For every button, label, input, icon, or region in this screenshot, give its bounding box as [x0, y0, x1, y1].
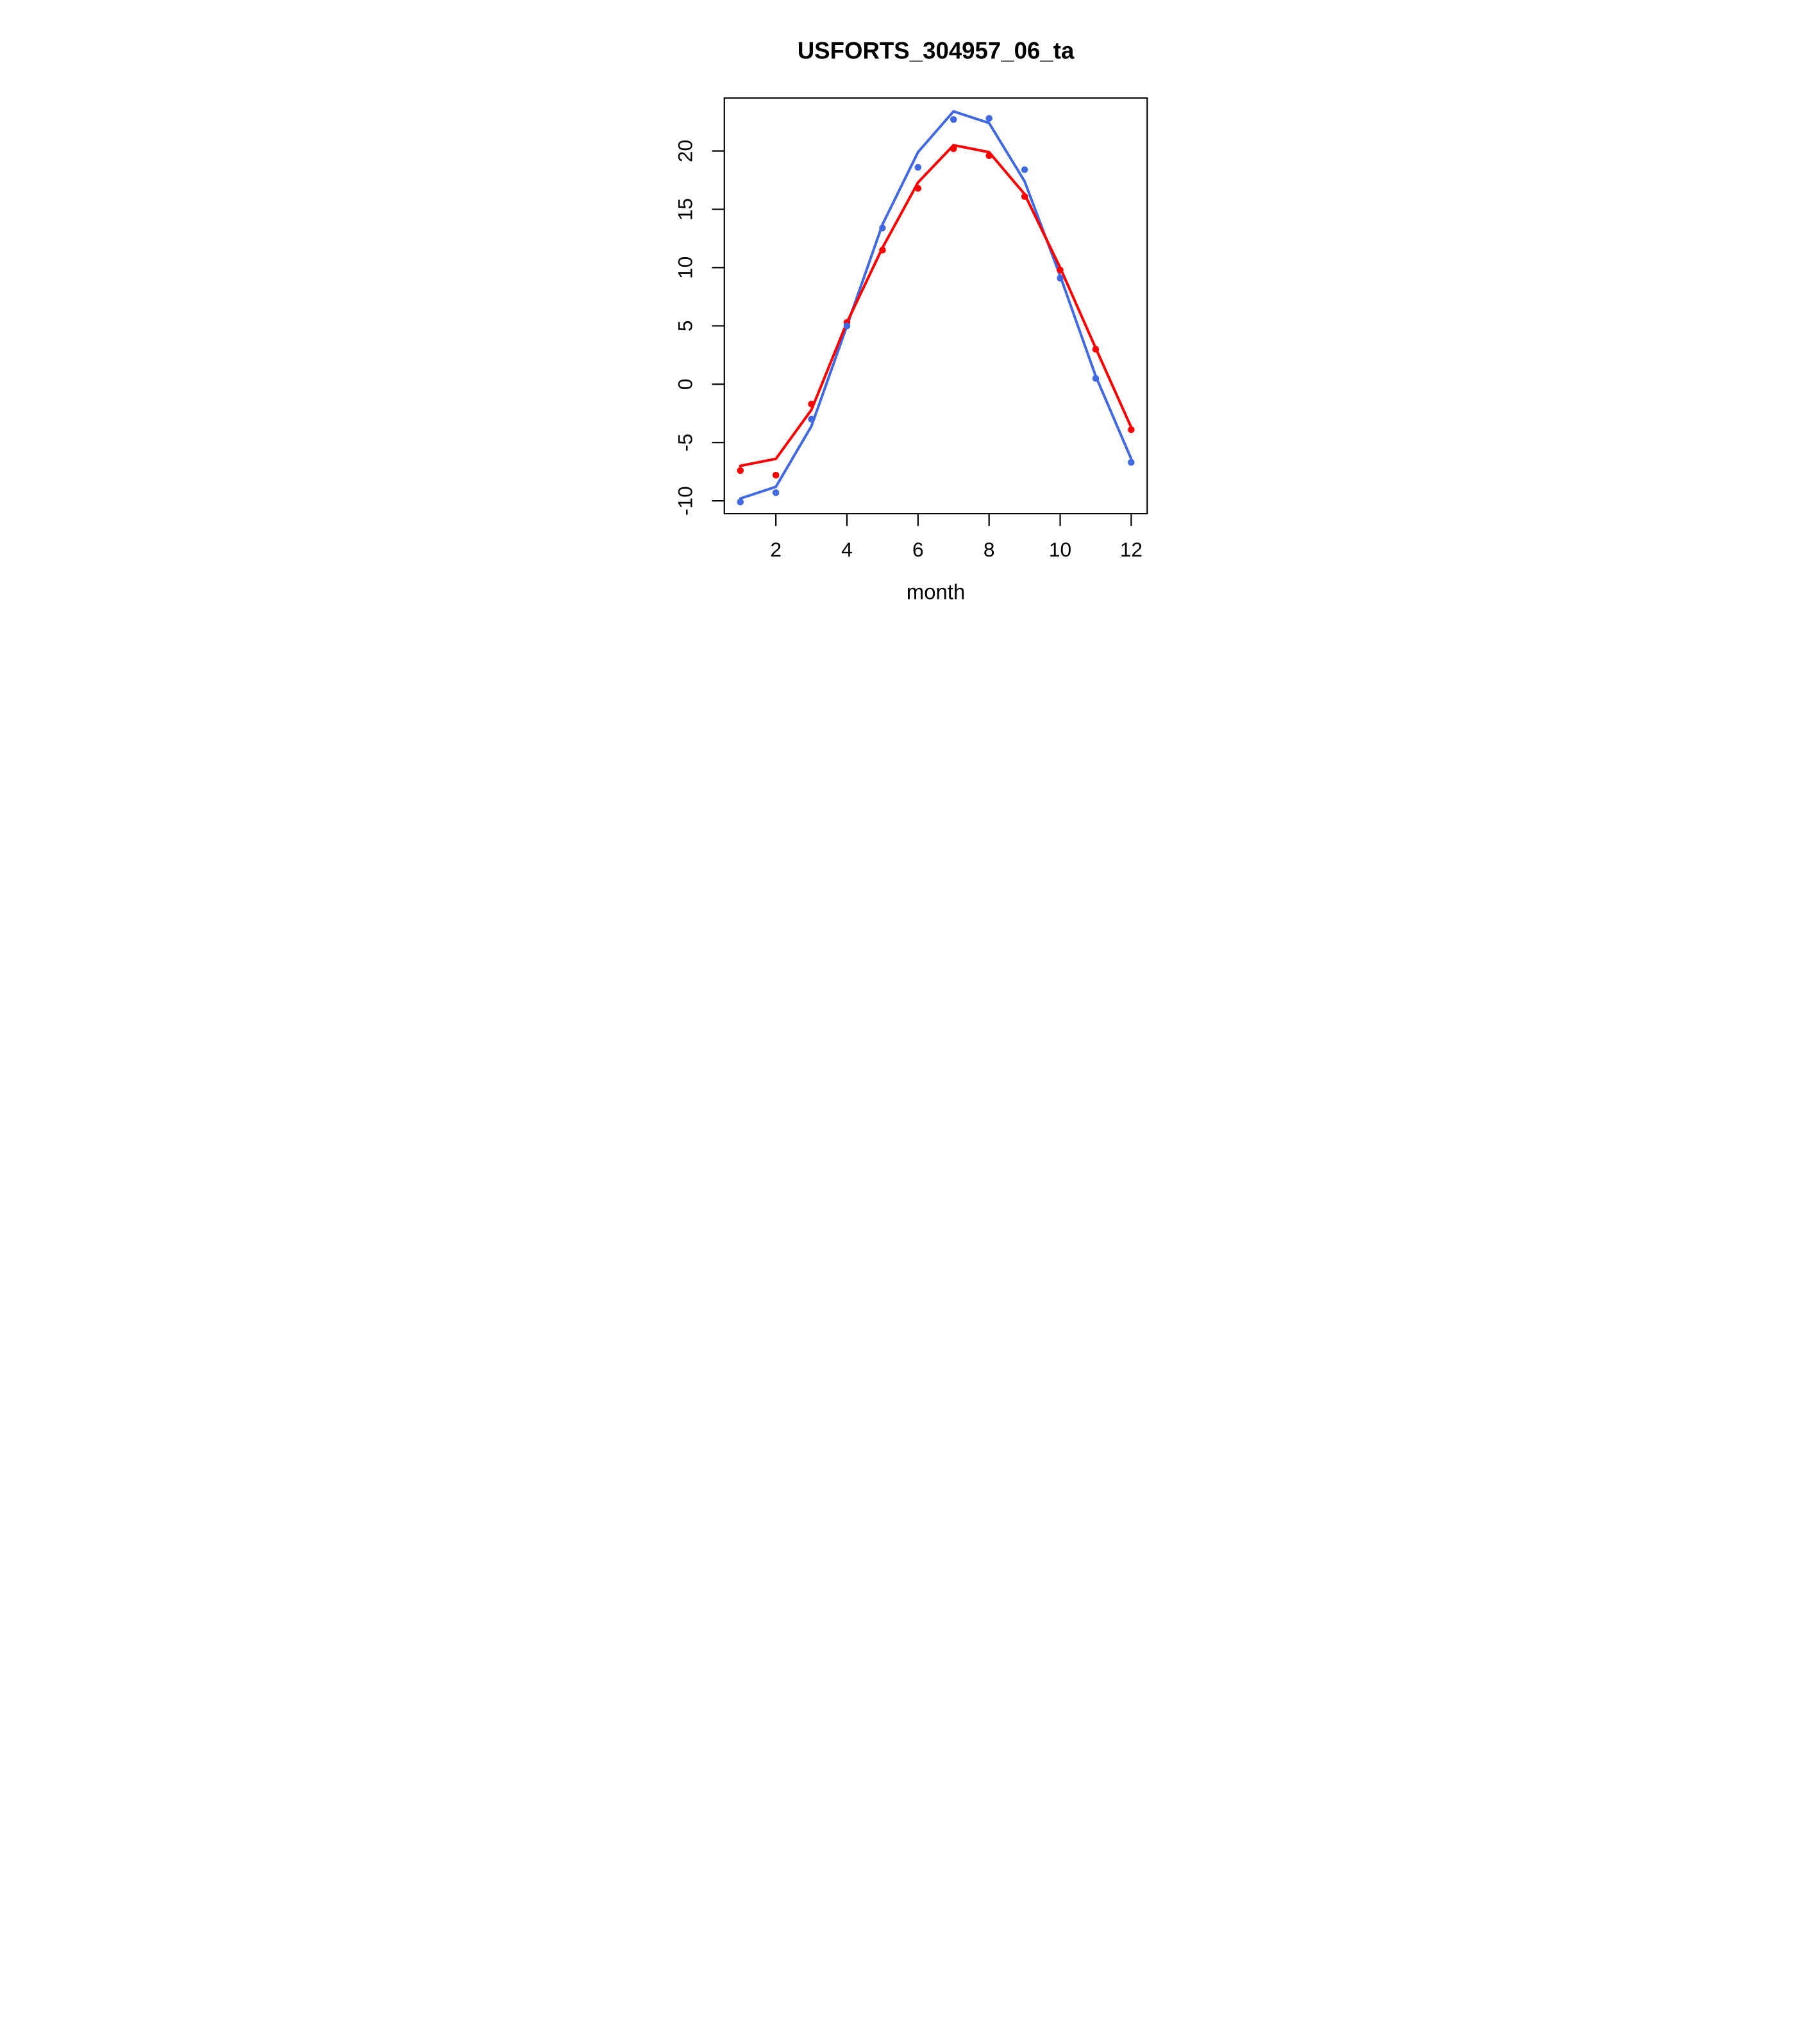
- red-points-m11: [1092, 346, 1100, 353]
- x-tick-label: 12: [1120, 538, 1143, 561]
- red-fitted-line: [739, 144, 1133, 467]
- red-points-m1: [737, 467, 744, 474]
- x-axis-label: month: [907, 580, 965, 604]
- y-tick-label: 5: [673, 321, 696, 332]
- plot-layer: 2 4 6 8 10 12 -10 -5 0 5 10 15 20: [673, 97, 1148, 561]
- page: USFORTS_304957_06_ta 2 4 6 8 10 12 -10 -5 0 5 10 15…: [626, 0, 1191, 635]
- blue-points-m6: [914, 163, 922, 171]
- y-tick-label: 10: [673, 256, 696, 279]
- y-tick-label: -10: [673, 486, 696, 515]
- blue-points-m11: [1092, 374, 1100, 382]
- blue-points-m10: [1057, 274, 1064, 282]
- y-tick-label: 0: [673, 378, 696, 390]
- blue-fitted-line: [739, 110, 1133, 500]
- plot-canvas: USFORTS_304957_06_ta 2 4 6 8 10 12 -10 -5 0 5 10 15…: [626, 0, 1191, 635]
- y-tick-label: -5: [673, 433, 696, 451]
- blue-points-m12: [1128, 458, 1135, 466]
- x-tick-label: 10: [1049, 538, 1071, 561]
- chart-title: USFORTS_304957_06_ta: [798, 38, 1075, 64]
- red-points-m7: [950, 145, 957, 153]
- chart-figure: USFORTS_304957_06_ta 2 4 6 8 10 12 -10 -5 0 5 10 15…: [626, 0, 1191, 635]
- y-tick-label: 20: [673, 140, 696, 162]
- y-tick-label: 15: [673, 198, 696, 221]
- red-points-m2: [772, 471, 780, 479]
- plot-box: [723, 97, 1148, 515]
- x-tick-label: 4: [841, 538, 853, 561]
- red-points-m12: [1128, 426, 1135, 433]
- blue-points-m4: [843, 323, 851, 330]
- x-tick-label: 6: [912, 538, 924, 561]
- blue-points-m5: [879, 224, 886, 231]
- red-points-m6: [914, 185, 922, 192]
- red-points-m9: [1021, 193, 1028, 200]
- red-points-m10: [1057, 266, 1064, 274]
- blue-points-m3: [808, 415, 815, 423]
- blue-points-m1: [737, 498, 744, 506]
- x-tick-label: 2: [770, 538, 782, 561]
- red-points-m8: [985, 152, 992, 160]
- blue-points-m7: [950, 116, 957, 123]
- red-points-m5: [879, 246, 886, 254]
- blue-points-m2: [772, 489, 780, 496]
- blue-points-m8: [985, 115, 992, 122]
- x-tick-label: 8: [984, 538, 995, 561]
- red-points-m3: [808, 400, 815, 408]
- blue-points-m9: [1021, 166, 1028, 173]
